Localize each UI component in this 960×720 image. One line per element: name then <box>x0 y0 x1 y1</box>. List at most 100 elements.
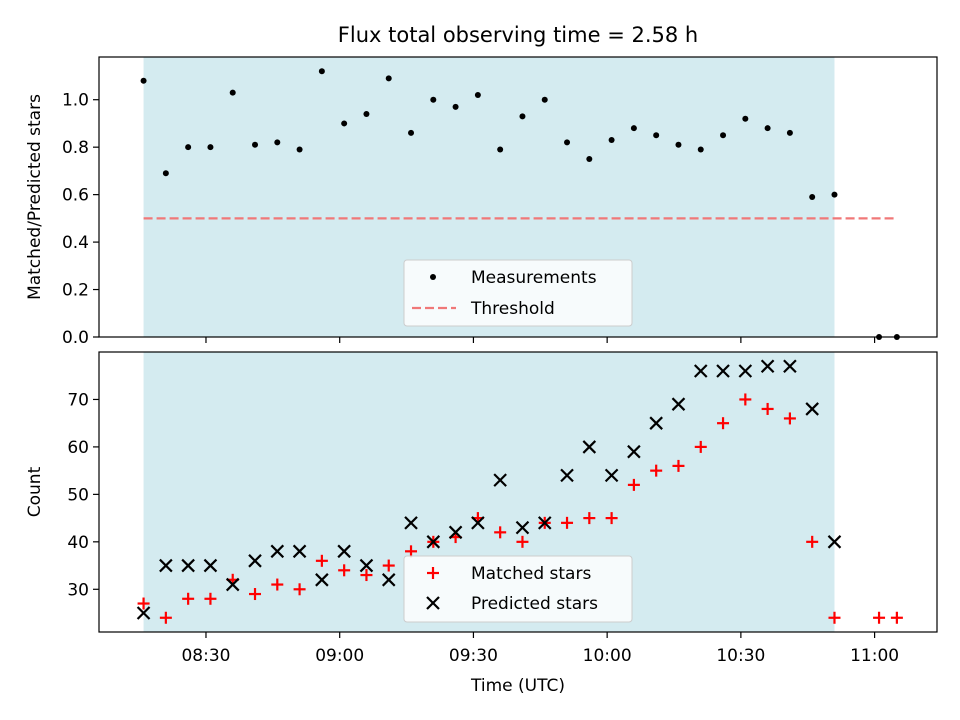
count-marks <box>136 359 903 624</box>
predicted-stars-point <box>136 606 151 620</box>
measurements-point <box>185 144 192 151</box>
predicted-stars-point <box>471 516 485 530</box>
predicted-stars-point <box>337 544 351 559</box>
predicted-stars-point <box>292 544 307 559</box>
legend-label-matched: Matched stars <box>471 564 591 584</box>
count-legend: Matched stars Predicted stars <box>403 555 633 623</box>
y-tick-label: 40 <box>67 533 89 553</box>
measurements-point <box>541 96 548 103</box>
legend-marker-predicted <box>426 596 440 610</box>
legend-plus-glyph <box>427 567 439 579</box>
legend-marker-measurements <box>430 274 436 280</box>
predicted-stars-point <box>181 558 195 573</box>
x-tick-label: 10:30 <box>716 646 765 666</box>
matched-stars-point <box>605 512 618 525</box>
measurements-point <box>497 146 504 153</box>
predicted-stars-point <box>716 364 730 378</box>
measurements-point <box>229 89 236 96</box>
measurements-point <box>831 191 838 198</box>
x-tick-label: 09:00 <box>315 646 364 666</box>
measurements-point <box>274 139 281 146</box>
measurements-point <box>363 110 370 117</box>
ratio-y-axis-label: Matched/Predicted stars <box>25 94 45 300</box>
measurements-point <box>252 141 259 148</box>
x-tick-label: 11:00 <box>850 646 899 666</box>
matched-stars-point <box>182 592 195 605</box>
predicted-stars-point <box>426 535 441 549</box>
matched-stars-point <box>694 440 707 453</box>
y-tick-label: 50 <box>67 485 89 505</box>
y-tick-label: 0.6 <box>62 186 89 206</box>
matched-stars-point <box>204 592 217 605</box>
matched-stars-point <box>360 569 373 582</box>
legend-label-predicted: Predicted stars <box>471 594 598 614</box>
matched-stars-point <box>672 459 685 472</box>
ratio-legend: Measurements Threshold <box>403 259 633 327</box>
predicted-stars-point <box>738 364 753 378</box>
matched-stars-point <box>382 559 395 572</box>
ratio-panel: 0.0 0.2 0.4 0.6 0.8 1.0 Matched/Predicted sta… <box>25 56 938 348</box>
y-tick-label: 60 <box>67 438 89 458</box>
predicted-stars-point <box>248 554 262 568</box>
predicted-stars-point <box>560 468 574 483</box>
measurements-point <box>474 91 481 98</box>
x-tick-label: 10:00 <box>583 646 632 666</box>
matched-stars-point <box>494 526 507 539</box>
predicted-stars-point <box>359 558 374 573</box>
predicted-stars-point <box>537 516 552 530</box>
legend-label-measurements: Measurements <box>471 268 597 288</box>
y-tick-label: 70 <box>67 390 89 410</box>
matched-stars-point <box>761 402 774 415</box>
matched-stars-point <box>873 611 886 624</box>
matched-stars-point <box>405 545 418 558</box>
measurements-point <box>720 132 727 139</box>
matched-stars-point <box>315 554 328 567</box>
measurements-point <box>764 125 771 132</box>
measurements-point <box>318 68 325 75</box>
chart-title: Flux total observing time = 2.58 h <box>338 23 698 47</box>
predicted-stars-point <box>159 558 173 573</box>
predicted-stars-point <box>381 573 396 587</box>
y-tick-label: 0.4 <box>62 233 89 253</box>
matched-stars-point <box>516 535 529 548</box>
measurements-point <box>140 77 147 84</box>
legend-marker-matched <box>427 567 439 579</box>
measurements-point <box>341 120 348 127</box>
count-axis-ticks: 30 40 50 60 70 08:30 09:00 09:30 10:00 10:30 11:00 <box>67 390 899 666</box>
count-axes-frame <box>98 351 938 633</box>
matched-stars-point <box>739 393 752 406</box>
predicted-stars-point <box>671 397 686 411</box>
ratio-axis-ticks: 0.0 0.2 0.4 0.6 0.8 1.0 <box>62 91 876 348</box>
predicted-stars-point <box>203 558 218 573</box>
measurements-point <box>430 96 437 103</box>
predicted-stars-point <box>760 359 775 374</box>
predicted-stars-point <box>783 359 797 374</box>
measurements-point <box>385 75 392 82</box>
count-panel: 30 40 50 60 70 08:30 09:00 09:30 10:00 10:30 11:00… <box>25 351 938 666</box>
matched-stars-point <box>783 412 796 425</box>
measurements-point <box>586 156 593 163</box>
measurements-point <box>653 132 660 139</box>
predicted-stars-point <box>493 473 507 487</box>
y-tick-label: 30 <box>67 580 89 600</box>
x-tick-label: 08:30 <box>181 646 230 666</box>
y-tick-label: 0.8 <box>62 138 89 158</box>
legend-cross-glyph <box>426 596 440 610</box>
matched-stars-point <box>717 417 730 430</box>
measurements-point <box>564 139 571 146</box>
measurements-point <box>742 115 749 122</box>
measurements-point <box>296 146 303 153</box>
matched-stars-point <box>159 611 172 624</box>
predicted-stars-point <box>827 535 842 549</box>
predicted-stars-point <box>582 440 597 454</box>
y-tick-label: 0.2 <box>62 281 89 301</box>
matched-stars-point <box>137 597 150 610</box>
predicted-stars-point <box>225 577 240 592</box>
predicted-stars-point <box>315 573 329 587</box>
measurements-point <box>675 141 682 148</box>
ratio-legend-box <box>403 259 633 327</box>
matched-stars-point <box>561 516 574 529</box>
matched-stars-point <box>890 611 903 624</box>
predicted-stars-point <box>270 544 285 559</box>
